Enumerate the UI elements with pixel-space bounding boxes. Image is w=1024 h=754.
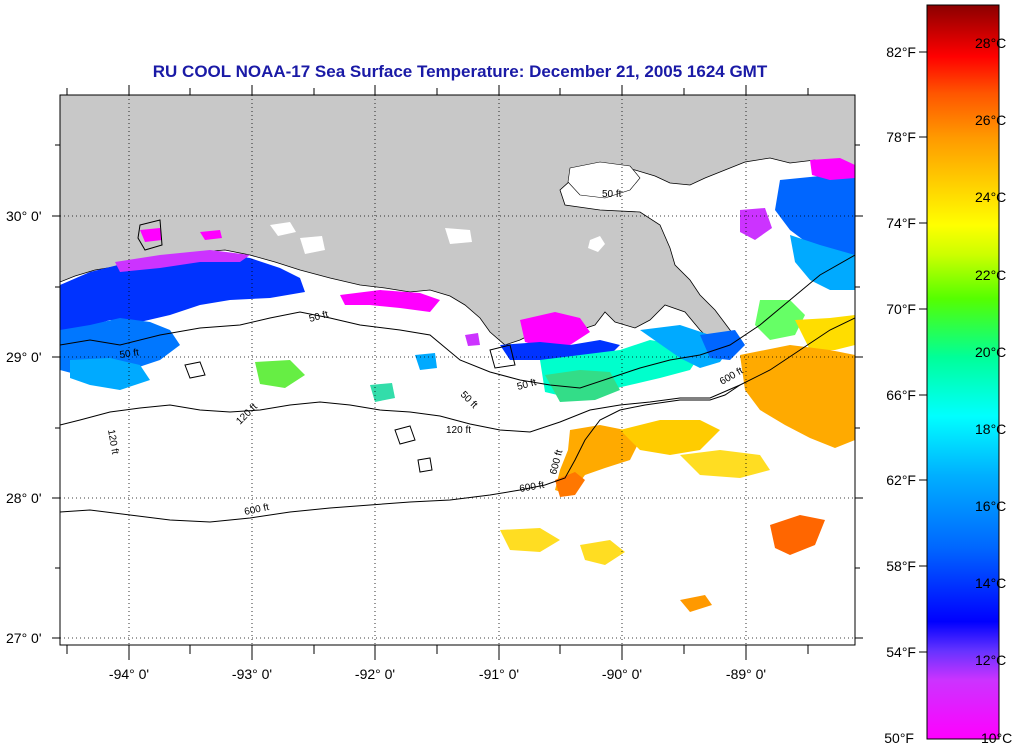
colorbar [926, 4, 1000, 740]
svg-text:50 ft: 50 ft [119, 347, 140, 361]
svg-text:600 ft: 600 ft [243, 502, 270, 518]
cbar-c-20: 20°C [975, 344, 1006, 360]
contour-label-50ft: 50 ft [602, 189, 622, 200]
map-frame [59, 94, 856, 646]
cbar-f-78: 78°F [886, 129, 916, 145]
lat-label-27: 27° 0' [6, 630, 42, 646]
cbar-c-26: 26°C [975, 112, 1006, 128]
right-ticks [855, 144, 863, 639]
lon-label-91: -91° 0' [479, 666, 519, 682]
bottom-ticks [66, 645, 809, 660]
cbar-f-70: 70°F [886, 301, 916, 317]
contour-label-600ft: 600 ft [519, 480, 546, 495]
left-ticks [52, 144, 60, 639]
colorbar-ticks [919, 51, 927, 653]
lake-3 [300, 236, 325, 254]
longitude-labels: -94° 0' -93° 0' -92° 0' -91° 0' -90° 0' … [109, 666, 766, 682]
lon-label-89: -89° 0' [726, 666, 766, 682]
lake-2 [588, 236, 605, 252]
cbar-c-18: 18°C [975, 421, 1006, 437]
lon-label-94: -94° 0' [109, 666, 149, 682]
contour-120ft [60, 317, 855, 433]
cbar-f-66: 66°F [886, 387, 916, 403]
map-title: RU COOL NOAA-17 Sea Surface Temperature:… [152, 62, 768, 81]
cbar-c-14: 14°C [975, 575, 1006, 591]
sst-patches [60, 158, 855, 612]
lake-4 [445, 228, 472, 244]
contour-50ft [60, 254, 855, 389]
cbar-f-62: 62°F [886, 472, 916, 488]
cbar-f-54: 54°F [886, 644, 916, 660]
svg-text:120 ft: 120 ft [105, 429, 120, 456]
lon-label-90: -90° 0' [602, 666, 642, 682]
lat-label-30: 30° 0' [6, 208, 42, 224]
colorbar-celsius-labels: 28°C 26°C 24°C 22°C 20°C 18°C 16°C 14°C … [975, 35, 1012, 746]
lat-label-28: 28° 0' [6, 490, 42, 506]
latitude-labels: 30° 0' 29° 0' 28° 0' 27° 0' [6, 208, 42, 646]
contour-600ft [60, 384, 741, 523]
svg-text:50 ft: 50 ft [308, 309, 330, 325]
cbar-f-82: 82°F [886, 44, 916, 60]
cbar-c-22: 22°C [975, 267, 1006, 283]
cbar-f-74: 74°F [886, 215, 916, 231]
cbar-f-50: 50°F [884, 730, 914, 746]
lat-label-29: 29° 0' [6, 349, 42, 365]
cbar-c-10: 10°C [981, 730, 1012, 746]
lon-label-93: -93° 0' [232, 666, 272, 682]
cbar-c-12: 12°C [975, 652, 1006, 668]
cbar-c-24: 24°C [975, 189, 1006, 205]
cbar-f-58: 58°F [886, 558, 916, 574]
lake-5 [270, 222, 296, 236]
svg-text:50 ft: 50 ft [516, 377, 538, 393]
lon-label-92: -92° 0' [355, 666, 395, 682]
bathymetry-contours [60, 219, 855, 523]
land-mass [60, 95, 855, 351]
graticule [60, 95, 855, 645]
cbar-c-16: 16°C [975, 498, 1006, 514]
contour-label-120ft: 120 ft [446, 425, 471, 436]
colorbar-fahrenheit-labels: 82°F 78°F 74°F 70°F 66°F 62°F 58°F 54°F … [884, 44, 916, 746]
top-ticks [66, 85, 809, 95]
cbar-c-28: 28°C [975, 35, 1006, 51]
